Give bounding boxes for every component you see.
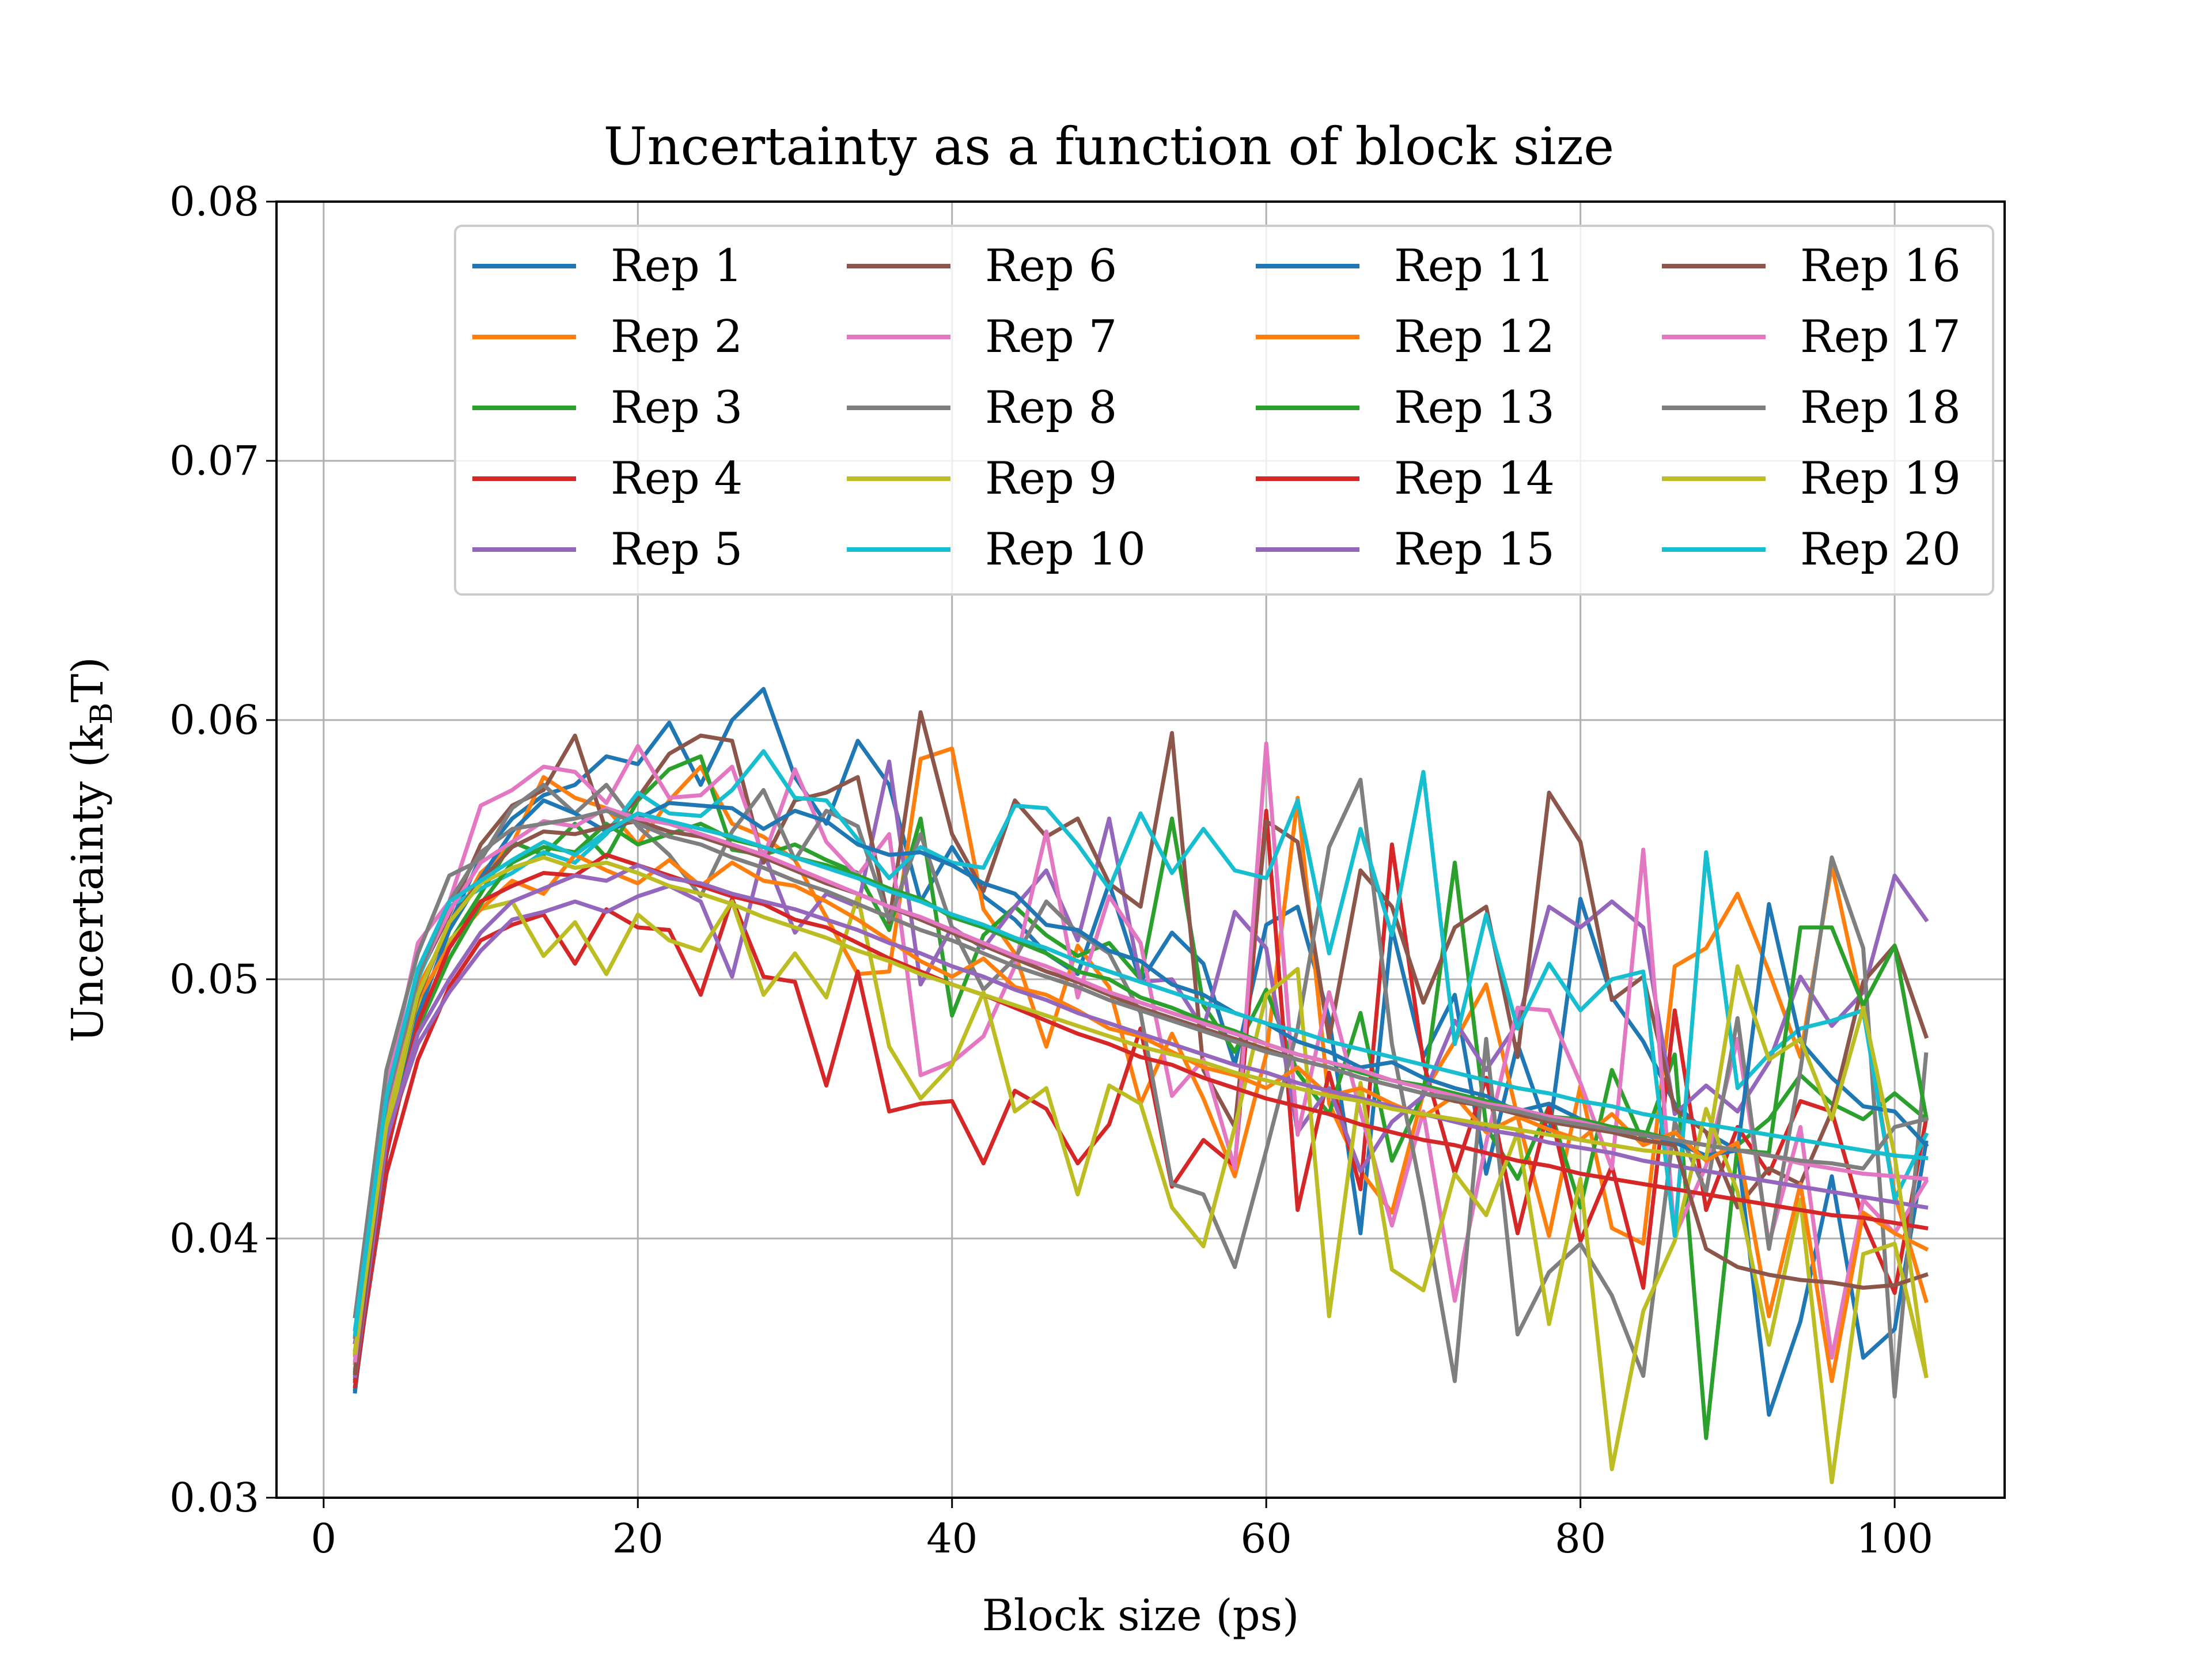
series-line-rep-18 xyxy=(353,809,1929,1339)
x-tick-label: 40 xyxy=(926,1515,978,1562)
legend-label: Rep 7 xyxy=(985,311,1117,363)
legend-label: Rep 13 xyxy=(1394,382,1555,434)
legend-label: Rep 15 xyxy=(1394,524,1555,575)
x-axis-title: Block size (ps) xyxy=(982,1590,1300,1641)
legend-label: Rep 9 xyxy=(985,453,1117,505)
x-tick-label: 100 xyxy=(1856,1515,1933,1562)
legend-label: Rep 14 xyxy=(1394,453,1555,505)
legend-label: Rep 4 xyxy=(611,453,743,505)
legend-label: Rep 3 xyxy=(611,382,743,434)
plot-frame xyxy=(275,200,2006,1499)
series-line-rep-19 xyxy=(353,855,1929,1378)
series-line-rep-8 xyxy=(353,778,1929,1399)
y-tick-label: 0.06 xyxy=(169,696,259,744)
legend-label: Rep 2 xyxy=(611,311,743,363)
legend-label: Rep 6 xyxy=(985,240,1117,292)
series-line-rep-15 xyxy=(353,863,1929,1378)
x-tick-label: 80 xyxy=(1555,1515,1606,1562)
y-tick-label: 0.07 xyxy=(169,437,259,484)
series-lines xyxy=(353,687,1929,1484)
legend-label: Rep 19 xyxy=(1800,453,1961,505)
y-axis-title-subscript: B xyxy=(85,703,119,725)
series-line-rep-10 xyxy=(353,749,1929,1332)
legend-label: Rep 18 xyxy=(1800,382,1961,434)
legend-label: Rep 17 xyxy=(1800,311,1961,363)
series-line-rep-9 xyxy=(353,894,1929,1484)
legend-label: Rep 11 xyxy=(1394,240,1555,292)
legend-label: Rep 8 xyxy=(985,382,1117,434)
legend-label: Rep 10 xyxy=(985,524,1146,575)
legend-label: Rep 5 xyxy=(611,524,743,575)
legend: Rep 1 Rep 2 Rep 3 Rep 4 Rep 5 Rep 6 Rep 7 Rep 8… xyxy=(454,225,1994,596)
y-tick-label: 0.08 xyxy=(169,178,259,225)
y-tick-label: 0.05 xyxy=(169,956,259,1003)
y-axis-title-end: T) xyxy=(62,657,113,702)
y-tick-label: 0.03 xyxy=(169,1474,259,1521)
legend-label: Rep 1 xyxy=(611,240,743,292)
legend-label: Rep 12 xyxy=(1394,311,1555,363)
chart-title: Uncertainty as a function of block size xyxy=(604,116,1615,177)
legend-label: Rep 16 xyxy=(1800,240,1961,292)
series-line-rep-20 xyxy=(353,811,1929,1337)
y-axis-title: Uncertainty (kBT) xyxy=(62,657,119,1042)
legend-label: Rep 20 xyxy=(1800,524,1961,575)
series-line-rep-7 xyxy=(353,741,1929,1370)
legend-box xyxy=(454,225,1994,596)
axis-ticks: 0 20 40 60 80 100 0.03 0.04 0.05 0.06 0.07 0.08 xyxy=(169,178,1933,1562)
y-tick-label: 0.04 xyxy=(169,1215,259,1262)
x-tick-label: 0 xyxy=(311,1515,337,1562)
x-tick-label: 60 xyxy=(1241,1515,1292,1562)
series-line-rep-14 xyxy=(353,853,1929,1389)
x-tick-label: 20 xyxy=(612,1515,664,1562)
y-axis-title-main: Uncertainty (k xyxy=(62,724,113,1043)
